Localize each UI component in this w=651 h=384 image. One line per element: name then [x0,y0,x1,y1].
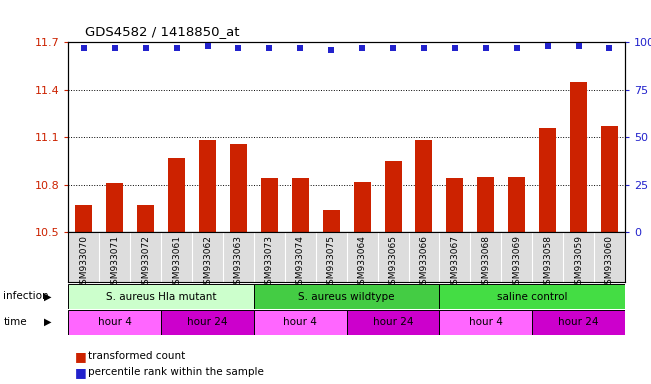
Text: hour 24: hour 24 [187,317,228,328]
Point [295,45,305,51]
Text: hour 4: hour 4 [469,317,503,328]
Bar [447,179,464,384]
Point [141,45,151,51]
Text: GSM933066: GSM933066 [419,235,428,290]
Text: GSM933071: GSM933071 [110,235,119,290]
Text: GSM933074: GSM933074 [296,235,305,290]
Bar [508,177,525,384]
Bar [230,144,247,384]
Text: GSM933072: GSM933072 [141,235,150,290]
Bar [199,141,216,384]
Bar [161,310,254,335]
Text: ■: ■ [75,350,87,363]
Point [388,45,398,51]
Point [357,45,367,51]
Text: transformed count: transformed count [88,351,185,361]
Text: GSM933070: GSM933070 [79,235,89,290]
Bar [137,205,154,384]
Text: GSM933059: GSM933059 [574,235,583,290]
Point [574,43,584,49]
Bar [439,310,532,335]
Point [171,45,182,51]
Bar [439,284,625,309]
Bar [261,179,278,384]
Text: GSM933058: GSM933058 [543,235,552,290]
Text: S. aureus wildtype: S. aureus wildtype [298,291,395,302]
Text: GSM933073: GSM933073 [265,235,274,290]
Point [79,45,89,51]
Text: GSM933075: GSM933075 [327,235,336,290]
Text: ■: ■ [75,366,87,379]
Bar [68,310,161,335]
Bar [323,210,340,384]
Bar [601,126,618,384]
Bar [76,205,92,384]
Text: hour 24: hour 24 [373,317,413,328]
Bar [532,310,625,335]
Point [450,45,460,51]
Text: GSM933065: GSM933065 [389,235,398,290]
Bar [106,183,123,384]
Text: GSM933068: GSM933068 [481,235,490,290]
Bar [353,182,370,384]
Text: percentile rank within the sample: percentile rank within the sample [88,367,264,377]
Text: hour 4: hour 4 [98,317,132,328]
Text: GSM933060: GSM933060 [605,235,614,290]
Text: saline control: saline control [497,291,568,302]
Bar [254,284,439,309]
Text: hour 4: hour 4 [283,317,317,328]
Bar [346,310,439,335]
Bar [254,310,346,335]
Bar [477,177,494,384]
Text: GSM933064: GSM933064 [357,235,367,290]
Point [233,45,243,51]
Point [109,45,120,51]
Text: time: time [3,317,27,327]
Text: GSM933067: GSM933067 [450,235,460,290]
Point [512,45,522,51]
Text: S. aureus Hla mutant: S. aureus Hla mutant [106,291,216,302]
Point [542,43,553,49]
Bar [292,179,309,384]
Text: GSM933063: GSM933063 [234,235,243,290]
Bar [168,158,185,384]
Point [604,45,615,51]
Text: GSM933061: GSM933061 [172,235,181,290]
Text: hour 24: hour 24 [559,317,599,328]
Bar [68,284,254,309]
Bar [415,141,432,384]
Point [202,43,213,49]
Bar [539,128,556,384]
Point [480,45,491,51]
Point [264,45,275,51]
Text: infection: infection [3,291,49,301]
Text: ▶: ▶ [44,317,52,327]
Point [419,45,429,51]
Text: ▶: ▶ [44,291,52,301]
Text: GSM933069: GSM933069 [512,235,521,290]
Point [326,47,337,53]
Bar [385,161,402,384]
Text: GDS4582 / 1418850_at: GDS4582 / 1418850_at [85,25,239,38]
Text: GSM933062: GSM933062 [203,235,212,290]
Bar [570,82,587,384]
